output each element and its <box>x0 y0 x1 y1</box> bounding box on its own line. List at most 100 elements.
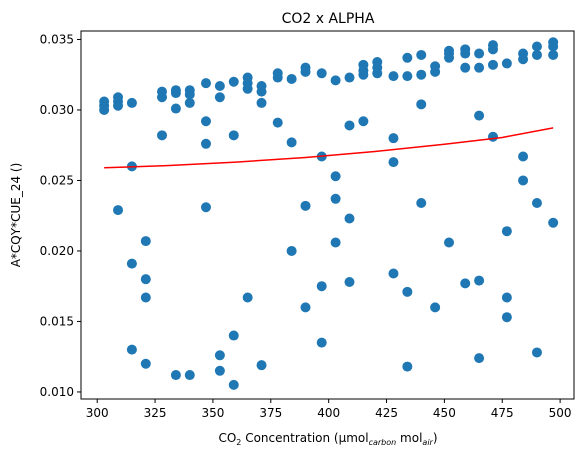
scatter-point <box>444 52 455 63</box>
scatter-point <box>487 44 498 55</box>
scatter-point <box>531 41 542 52</box>
x-axis-label-sub-2: 2 <box>236 438 241 447</box>
scatter-point <box>330 193 341 204</box>
scatter-point <box>444 237 455 248</box>
scatter-point <box>330 237 341 248</box>
scatter-point <box>140 292 151 303</box>
scatter-point <box>256 86 267 97</box>
scatter-point <box>242 83 253 94</box>
scatter-point <box>228 76 239 87</box>
scatter-point <box>228 379 239 390</box>
scatter-point <box>184 89 195 100</box>
scatter-point <box>200 202 211 213</box>
x-tick-label: 500 <box>549 406 572 420</box>
scatter-point <box>184 97 195 108</box>
scatter-point <box>300 200 311 211</box>
x-axis-label-sub-air: air <box>422 438 433 447</box>
scatter-point <box>256 97 267 108</box>
scatter-point <box>501 292 512 303</box>
x-tick-label: 350 <box>201 406 224 420</box>
fit-line <box>104 127 554 169</box>
scatter-point <box>344 276 355 287</box>
x-tick-label: 400 <box>317 406 340 420</box>
scatter-point <box>518 151 529 162</box>
x-tick-label: 325 <box>144 406 167 420</box>
chart-title: CO2 x ALPHA <box>282 11 375 27</box>
scatter-point <box>157 92 168 103</box>
scatter-point <box>214 92 225 103</box>
scatter-point <box>388 71 399 82</box>
scatter-point <box>316 68 327 79</box>
scatter-point <box>402 71 413 82</box>
scatter-point <box>501 226 512 237</box>
scatter-point <box>330 171 341 182</box>
scatter-point <box>416 69 427 80</box>
scatter-point <box>474 275 485 286</box>
x-axis-label-end: ) <box>433 431 438 445</box>
scatter-point <box>214 80 225 91</box>
scatter-point <box>228 130 239 141</box>
x-axis-label-main: CO <box>218 431 236 445</box>
scatter-point <box>430 302 441 313</box>
scatter-point <box>286 137 297 148</box>
scatter-point <box>140 236 151 247</box>
y-tick-label: 0.010 <box>40 385 74 399</box>
scatter-points <box>99 37 559 390</box>
scatter-point <box>126 344 137 355</box>
scatter-point <box>487 131 498 142</box>
scatter-point <box>99 104 110 115</box>
scatter-point <box>316 281 327 292</box>
scatter-point <box>358 116 369 127</box>
y-tick-label: 0.030 <box>40 103 74 117</box>
scatter-point <box>344 213 355 224</box>
scatter-point <box>214 350 225 361</box>
y-tick-label: 0.015 <box>40 314 74 328</box>
scatter-point <box>358 69 369 80</box>
scatter-point <box>402 286 413 297</box>
y-tick-label: 0.025 <box>40 173 74 187</box>
x-tick-label: 450 <box>433 406 456 420</box>
plot-area: 300 325 350 375 400 425 450 475 500 0.0100.0150.… <box>40 30 575 420</box>
scatter-point <box>344 72 355 83</box>
scatter-point <box>402 52 413 63</box>
scatter-point <box>548 41 559 52</box>
scatter-point <box>113 205 124 216</box>
scatter-point <box>548 217 559 228</box>
y-axis: 0.010 0.015 0.020 0.025 0.030 0.035 <box>40 32 81 399</box>
x-axis: 300 325 350 375 400 425 450 475 500 <box>86 399 572 420</box>
scatter-point <box>286 73 297 84</box>
scatter-point <box>126 258 137 269</box>
scatter-point <box>416 99 427 110</box>
x-tick-label: 300 <box>86 406 109 420</box>
scatter-point <box>474 353 485 364</box>
scatter-point <box>388 133 399 144</box>
scatter-point <box>214 365 225 376</box>
x-axis-label-mid: mol <box>396 431 422 445</box>
scatter-point <box>126 97 137 108</box>
scatter-point <box>388 268 399 279</box>
y-tick-label: 0.035 <box>40 32 74 46</box>
scatter-point <box>474 110 485 121</box>
scatter-point <box>388 157 399 168</box>
scatter-point <box>242 292 253 303</box>
scatter-point <box>170 370 181 381</box>
x-tick-label: 375 <box>259 406 282 420</box>
scatter-point <box>531 198 542 209</box>
scatter-point <box>501 312 512 323</box>
x-tick-label: 475 <box>491 406 514 420</box>
scatter-point <box>416 198 427 209</box>
y-tick-label: 0.020 <box>40 244 74 258</box>
scatter-point <box>256 360 267 371</box>
x-axis-label-rest: Concentration (μmol <box>241 431 368 445</box>
scatter-point <box>272 72 283 83</box>
scatter-point <box>200 138 211 149</box>
y-axis-label: A*CQY*CUE_24 () <box>9 163 23 268</box>
scatter-point <box>228 330 239 341</box>
x-tick-label: 425 <box>375 406 398 420</box>
scatter-point <box>460 278 471 289</box>
scatter-point <box>330 75 341 86</box>
scatter-point <box>140 274 151 285</box>
scatter-point <box>548 49 559 60</box>
scatter-point <box>460 48 471 59</box>
